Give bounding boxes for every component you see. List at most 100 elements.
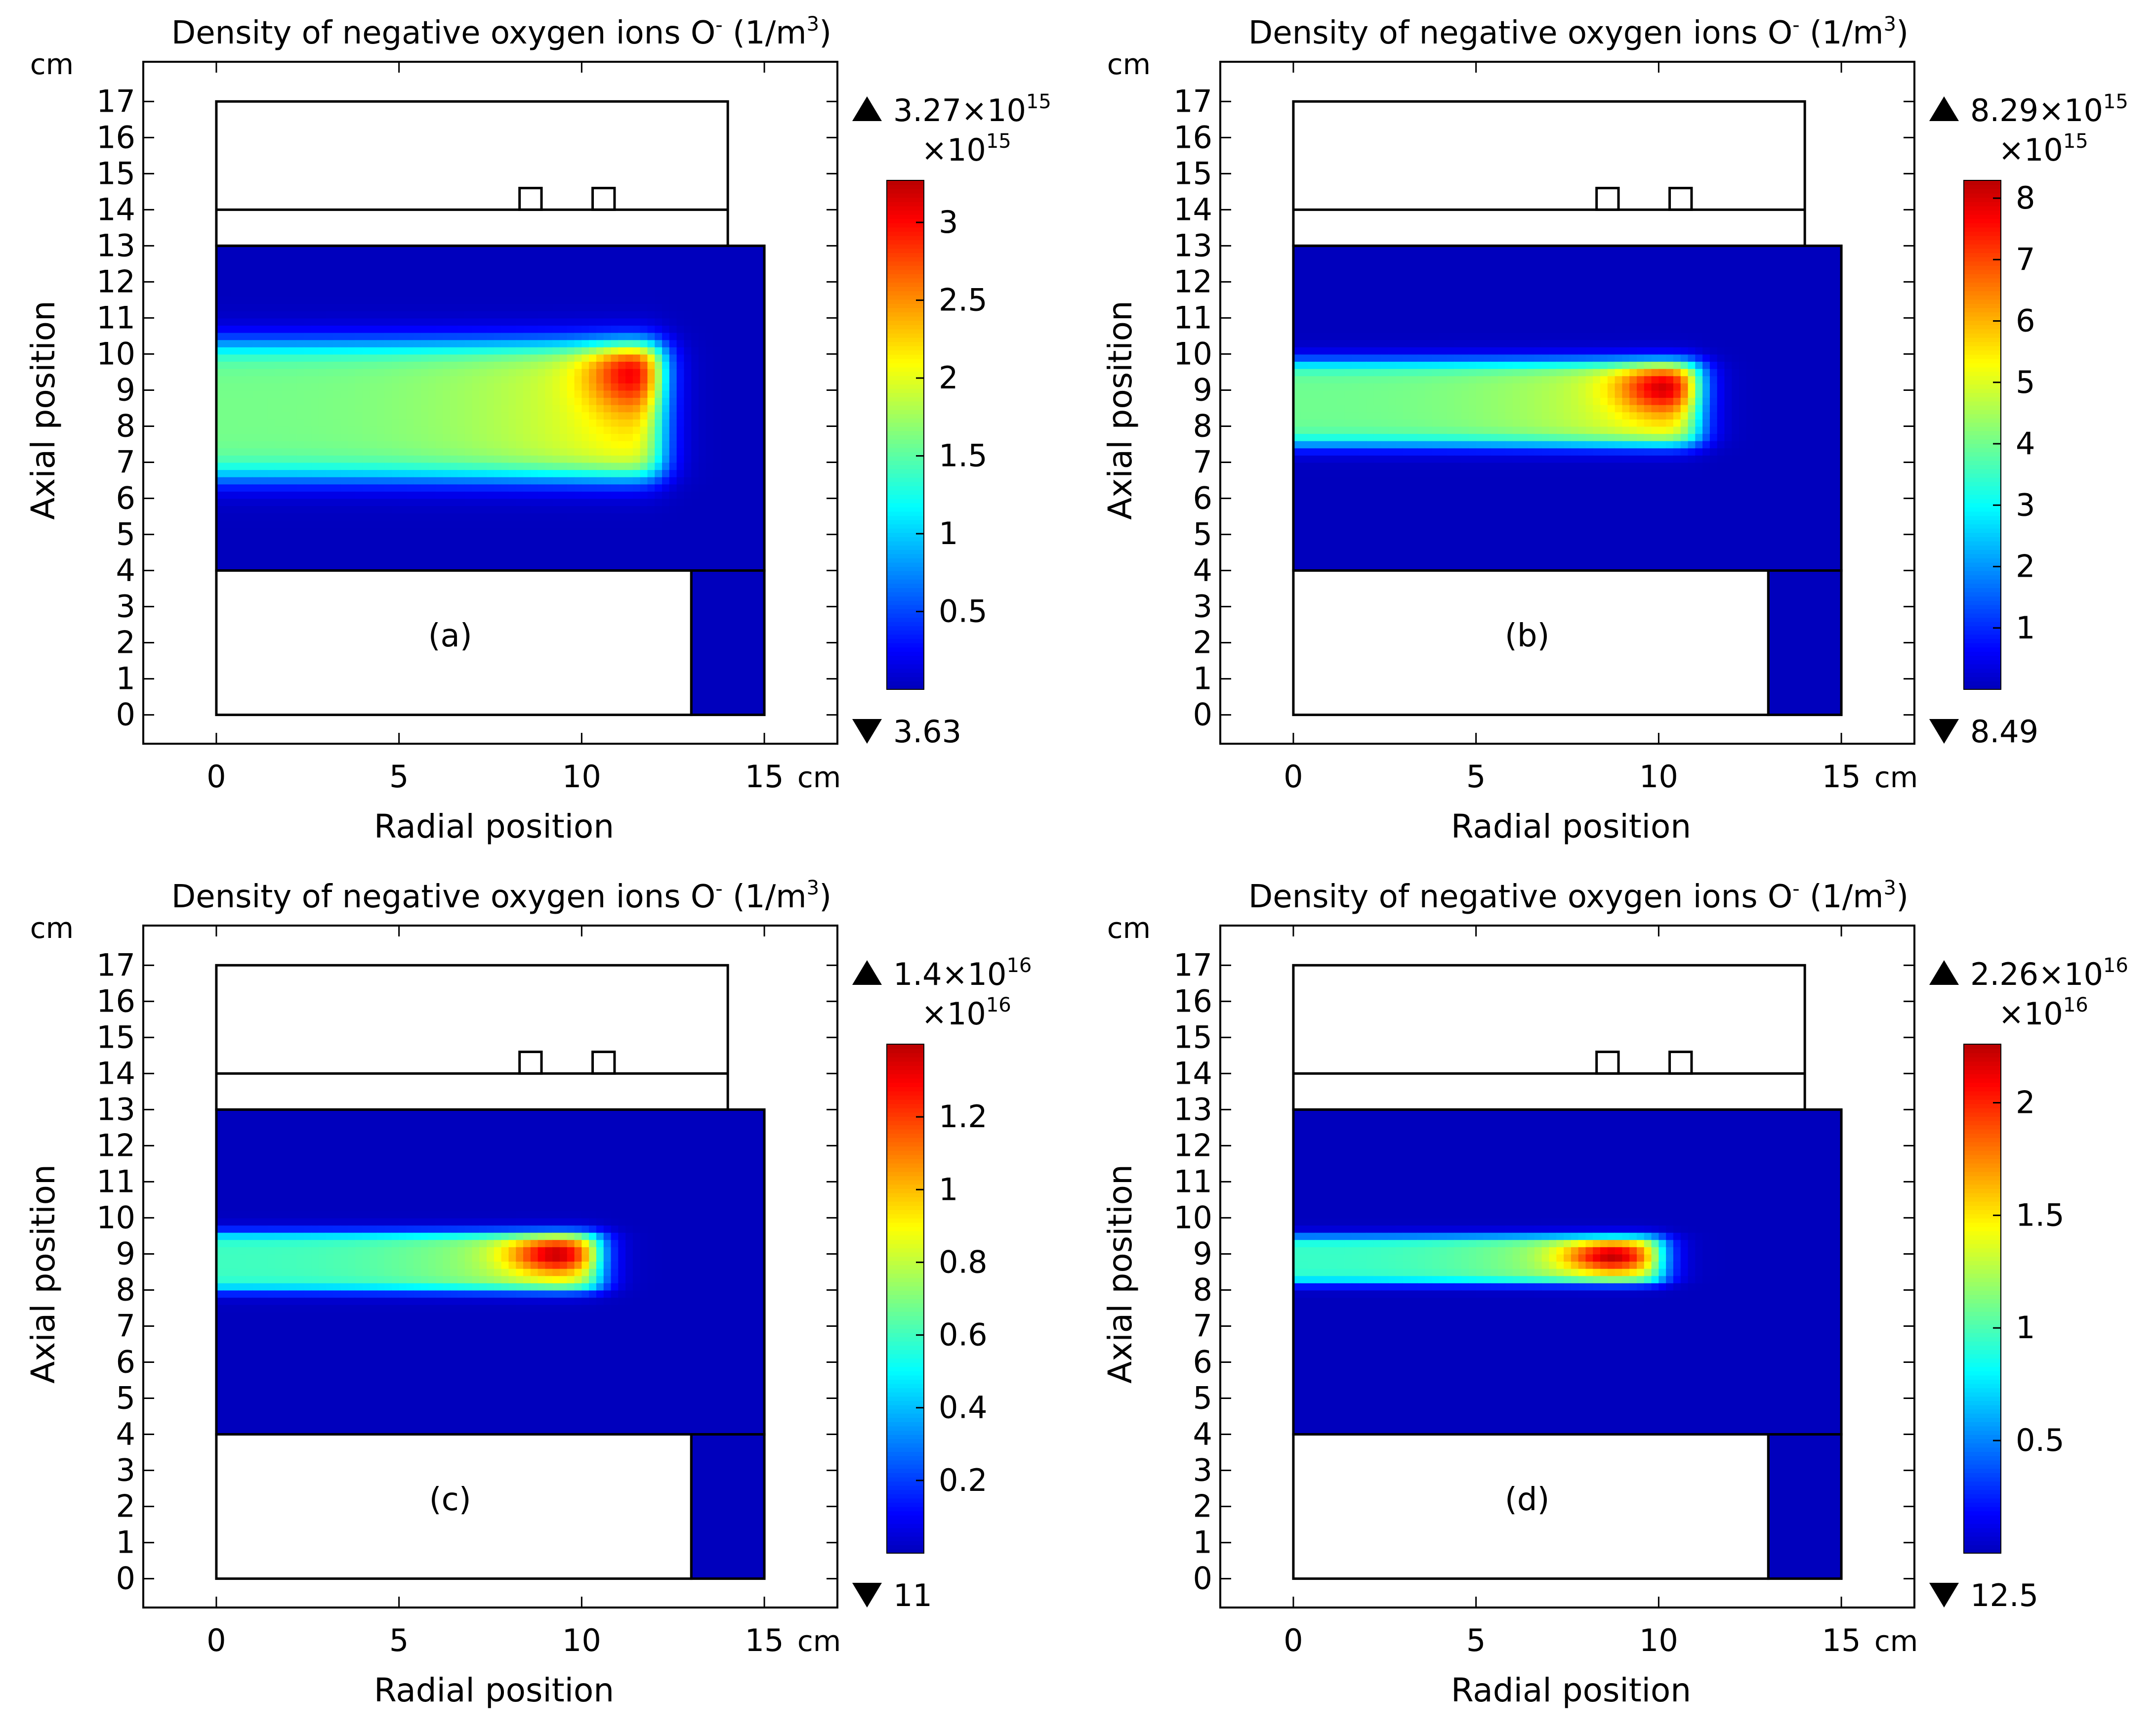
colorbar-tick-label: 4 bbox=[2016, 425, 2035, 462]
colorbar-tick-label: 1.5 bbox=[939, 438, 988, 474]
y-tick-label: 11 bbox=[1173, 1163, 1212, 1199]
min-triangle-icon bbox=[1929, 719, 1959, 744]
colorbar-tick-label: 5 bbox=[2016, 364, 2035, 400]
chart-title: Density of negative oxygen ions O- (1/m3… bbox=[1248, 13, 1908, 51]
y-tick-label: 1 bbox=[116, 1524, 135, 1561]
y-tick-label: 17 bbox=[96, 947, 135, 983]
x-tick-label: 0 bbox=[207, 1622, 226, 1658]
x-axis-label: Radial position bbox=[374, 1671, 614, 1709]
y-tick-label: 13 bbox=[1173, 1091, 1212, 1127]
y-tick-label: 5 bbox=[116, 1380, 135, 1416]
y-tick-label: 13 bbox=[1173, 227, 1212, 263]
colorbar-tick-label: 0.6 bbox=[939, 1317, 988, 1353]
colorbar-tick-label: 0.2 bbox=[939, 1462, 988, 1498]
y-tick-label: 1 bbox=[1193, 1524, 1212, 1561]
y-tick-label: 3 bbox=[1193, 589, 1212, 625]
colorbar-tick-label: 3 bbox=[2016, 487, 2035, 523]
y-tick-label: 2 bbox=[116, 1488, 135, 1524]
y-tick-label: 14 bbox=[1173, 191, 1212, 227]
colorbar-tick-label: 1 bbox=[939, 1171, 958, 1207]
colorbar-min-label: 11 bbox=[893, 1577, 932, 1613]
y-tick-label: 15 bbox=[1173, 1019, 1212, 1055]
y-tick-label: 1 bbox=[116, 661, 135, 697]
x-tick-label: 0 bbox=[207, 759, 226, 795]
x-tick-label: 15 bbox=[745, 759, 784, 795]
x-tick-label: 5 bbox=[389, 759, 409, 795]
colorbar-scale-label: ×1016 bbox=[921, 994, 1011, 1032]
y-tick-label: 14 bbox=[96, 191, 135, 227]
max-triangle-icon bbox=[852, 960, 882, 985]
panel-label: (b) bbox=[1505, 618, 1550, 654]
x-tick-label: 5 bbox=[389, 1622, 409, 1658]
y-tick-label: 6 bbox=[116, 1344, 135, 1380]
y-tick-label: 4 bbox=[1193, 552, 1212, 589]
colorbar-min-label: 8.49 bbox=[1970, 714, 2038, 750]
x-tick-label: 10 bbox=[1639, 1622, 1678, 1658]
substrate-holder-outline bbox=[1292, 569, 1770, 717]
y-tick-label: 11 bbox=[1173, 299, 1212, 336]
y-tick-label: 15 bbox=[96, 155, 135, 191]
colorbar-tick-label: 2 bbox=[2016, 549, 2035, 585]
y-tick-label: 7 bbox=[1193, 1308, 1212, 1344]
axes-frame bbox=[142, 925, 838, 1609]
colorbar-tick-label: 6 bbox=[2016, 303, 2035, 339]
panel-label: (c) bbox=[429, 1482, 471, 1518]
colorbar-tick-label: 2 bbox=[2016, 1084, 2035, 1120]
coil-outline-1 bbox=[518, 187, 543, 211]
y-unit-label: cm bbox=[30, 911, 74, 945]
heatmap bbox=[216, 1109, 765, 1579]
y-tick-label: 9 bbox=[1193, 1235, 1212, 1271]
y-axis-label: Axial position bbox=[24, 1164, 62, 1384]
y-tick-label: 10 bbox=[1173, 336, 1212, 372]
colorbar-tick-label: 3 bbox=[939, 204, 958, 240]
y-tick-label: 10 bbox=[96, 336, 135, 372]
panel-label: (d) bbox=[1505, 1482, 1550, 1518]
y-tick-label: 16 bbox=[1173, 119, 1212, 155]
x-axis-label: Radial position bbox=[1451, 807, 1691, 846]
colorbar-tick-label: 1 bbox=[2016, 610, 2035, 646]
y-tick-label: 5 bbox=[1193, 1380, 1212, 1416]
substrate-holder-outline bbox=[215, 569, 693, 717]
x-unit-label: cm bbox=[1874, 1624, 1918, 1658]
y-tick-label: 3 bbox=[1193, 1452, 1212, 1488]
x-tick-label: 15 bbox=[745, 1622, 784, 1658]
y-tick-label: 4 bbox=[116, 552, 135, 589]
y-tick-label: 16 bbox=[96, 119, 135, 155]
y-axis-label: Axial position bbox=[1101, 1164, 1139, 1384]
x-tick-label: 15 bbox=[1822, 759, 1861, 795]
chart-title: Density of negative oxygen ions O- (1/m3… bbox=[171, 13, 831, 51]
coil-outline-2 bbox=[1668, 1051, 1693, 1075]
colorbar-max-label: 8.29×1015 bbox=[1970, 90, 2128, 128]
chart-title: Density of negative oxygen ions O- (1/m3… bbox=[1248, 877, 1908, 915]
y-tick-label: 9 bbox=[1193, 372, 1212, 408]
y-tick-label: 15 bbox=[1173, 155, 1212, 191]
chamber-top-outline bbox=[1292, 964, 1806, 1111]
colorbar-scale-label: ×1015 bbox=[921, 130, 1011, 168]
y-tick-label: 11 bbox=[96, 299, 135, 336]
x-axis-label: Radial position bbox=[374, 807, 614, 846]
colorbar bbox=[886, 1044, 924, 1554]
y-tick-label: 3 bbox=[116, 1452, 135, 1488]
y-tick-label: 8 bbox=[116, 408, 135, 444]
colorbar-tick-label: 1.5 bbox=[2016, 1197, 2065, 1233]
x-axis-label: Radial position bbox=[1451, 1671, 1691, 1709]
y-tick-label: 1 bbox=[1193, 661, 1212, 697]
colorbar-tick-label: 2 bbox=[939, 360, 958, 396]
y-tick-label: 7 bbox=[1193, 444, 1212, 480]
panel-b: Density of negative oxygen ions O- (1/m3… bbox=[1101, 13, 2128, 846]
y-tick-label: 14 bbox=[96, 1055, 135, 1091]
colorbar-scale-label: ×1015 bbox=[1998, 130, 2088, 168]
coil-outline-1 bbox=[518, 1051, 543, 1075]
coil-outline-1 bbox=[1595, 187, 1620, 211]
colorbar-tick-label: 1 bbox=[2016, 1310, 2035, 1346]
axes-frame bbox=[1219, 925, 1915, 1609]
chart-title: Density of negative oxygen ions O- (1/m3… bbox=[171, 877, 831, 915]
max-triangle-icon bbox=[1929, 960, 1959, 985]
y-tick-label: 10 bbox=[96, 1199, 135, 1235]
y-tick-label: 7 bbox=[116, 1308, 135, 1344]
x-tick-label: 10 bbox=[562, 1622, 601, 1658]
y-tick-label: 16 bbox=[96, 983, 135, 1019]
y-tick-label: 6 bbox=[1193, 1344, 1212, 1380]
y-tick-label: 0 bbox=[116, 1561, 135, 1597]
x-tick-label: 10 bbox=[562, 759, 601, 795]
